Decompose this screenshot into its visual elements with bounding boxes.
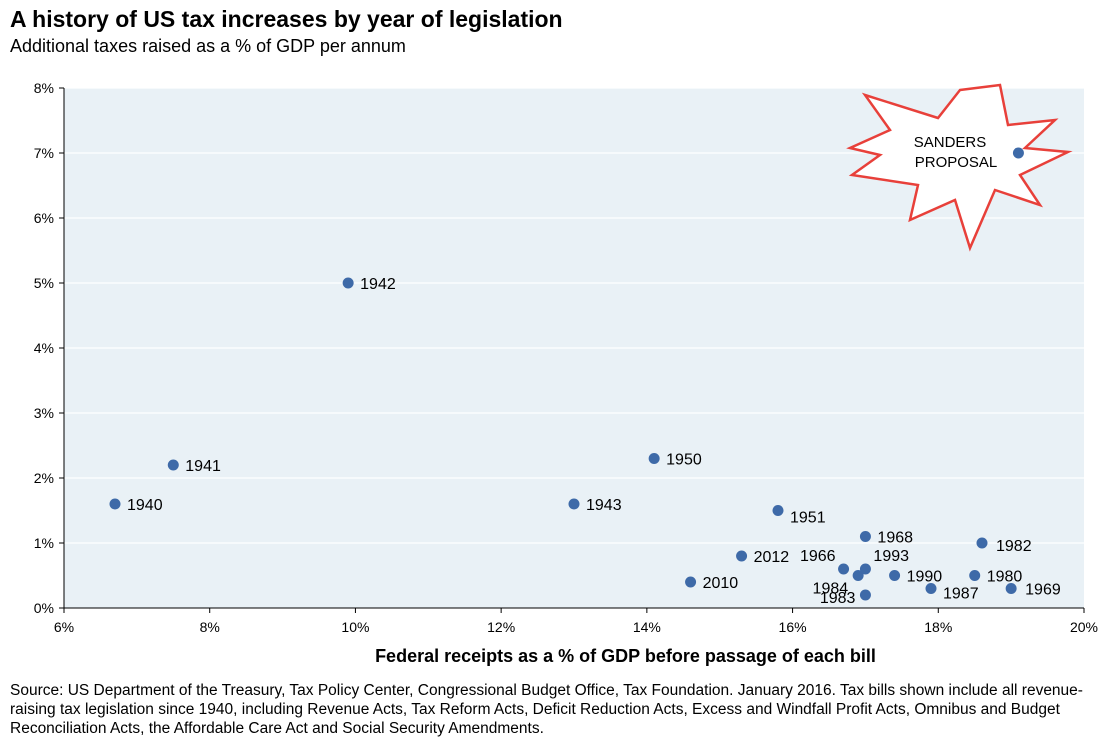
x-tick-label: 12% bbox=[487, 619, 515, 635]
chart-subtitle: Additional taxes raised as a % of GDP pe… bbox=[10, 36, 406, 56]
tick-labels: 0% 1% 2% 3% 4% 5% 6% 7% 8% 6% 8% 10% 12% 14% 16% 18% 20% bbox=[34, 80, 1098, 635]
point-label: 1993 bbox=[873, 548, 909, 565]
point-label: 1950 bbox=[666, 452, 702, 469]
data-point bbox=[859, 531, 871, 542]
data-point bbox=[859, 563, 871, 575]
point-label: 1941 bbox=[185, 458, 221, 475]
y-tick-label: 5% bbox=[34, 275, 54, 291]
data-point bbox=[925, 583, 937, 594]
data-point bbox=[648, 453, 660, 464]
x-tick-label: 10% bbox=[341, 619, 369, 635]
x-tick-label: 8% bbox=[200, 619, 220, 635]
point-label: 1940 bbox=[127, 497, 163, 514]
data-point bbox=[109, 498, 121, 510]
annotation-sanders: SANDERS bbox=[914, 134, 987, 151]
x-tick-label: 6% bbox=[54, 619, 74, 635]
y-tick-label: 2% bbox=[34, 470, 54, 486]
data-point bbox=[342, 277, 354, 289]
data-point bbox=[889, 570, 901, 581]
y-tick-label: 7% bbox=[34, 145, 54, 161]
data-point bbox=[859, 589, 871, 601]
data-point bbox=[736, 550, 748, 562]
chart-title: A history of US tax increases by year of… bbox=[10, 6, 563, 32]
point-label: 2012 bbox=[754, 549, 790, 566]
axes bbox=[59, 87, 1085, 613]
point-label: 1984 bbox=[813, 581, 849, 598]
point-label: 1969 bbox=[1025, 582, 1061, 599]
y-tick-label: 1% bbox=[34, 535, 54, 551]
data-point bbox=[1005, 583, 1017, 594]
data-point bbox=[969, 570, 981, 581]
scatter-chart: 0% 1% 2% 3% 4% 5% 6% 7% 8% 6% 8% 10% 12% 14% 16% 18% 20%… bbox=[34, 80, 1098, 635]
annotation-proposal: PROPOSAL bbox=[915, 154, 998, 171]
point-label: 1951 bbox=[790, 510, 826, 527]
y-tick-label: 4% bbox=[34, 340, 54, 356]
data-point bbox=[568, 498, 580, 510]
data-points bbox=[109, 147, 1024, 601]
starburst-callout bbox=[846, 83, 1073, 252]
x-tick-label: 20% bbox=[1070, 619, 1098, 635]
point-label: 1990 bbox=[907, 569, 943, 586]
y-tick-label: 6% bbox=[34, 210, 54, 226]
point-label: 1982 bbox=[996, 538, 1032, 555]
data-point bbox=[976, 537, 988, 549]
point-label: 1942 bbox=[360, 276, 396, 293]
data-point bbox=[772, 505, 784, 516]
y-tick-label: 8% bbox=[34, 80, 54, 96]
y-tick-label: 0% bbox=[34, 600, 54, 616]
data-point bbox=[685, 576, 697, 588]
point-label: 1987 bbox=[943, 586, 979, 603]
data-point bbox=[1012, 147, 1024, 159]
y-tick-label: 3% bbox=[34, 405, 54, 421]
x-tick-label: 14% bbox=[633, 619, 661, 635]
x-axis-label: Federal receipts as a % of GDP before pa… bbox=[375, 646, 876, 666]
point-label: 1983 bbox=[820, 590, 856, 607]
source-note: Source: US Department of the Treasury, T… bbox=[10, 682, 1083, 737]
point-label: 1980 bbox=[987, 569, 1023, 586]
data-point bbox=[852, 570, 864, 581]
point-label: 1943 bbox=[586, 497, 622, 514]
point-labels: 1940 1941 1942 1943 1950 1951 2010 2012 1966 1984… bbox=[127, 276, 1061, 607]
data-point bbox=[838, 563, 850, 575]
point-label: 1966 bbox=[800, 548, 836, 565]
point-label: 2010 bbox=[703, 575, 739, 592]
x-tick-label: 16% bbox=[779, 619, 807, 635]
x-tick-label: 18% bbox=[924, 619, 952, 635]
point-label: 1968 bbox=[877, 530, 913, 547]
data-point bbox=[167, 459, 179, 471]
